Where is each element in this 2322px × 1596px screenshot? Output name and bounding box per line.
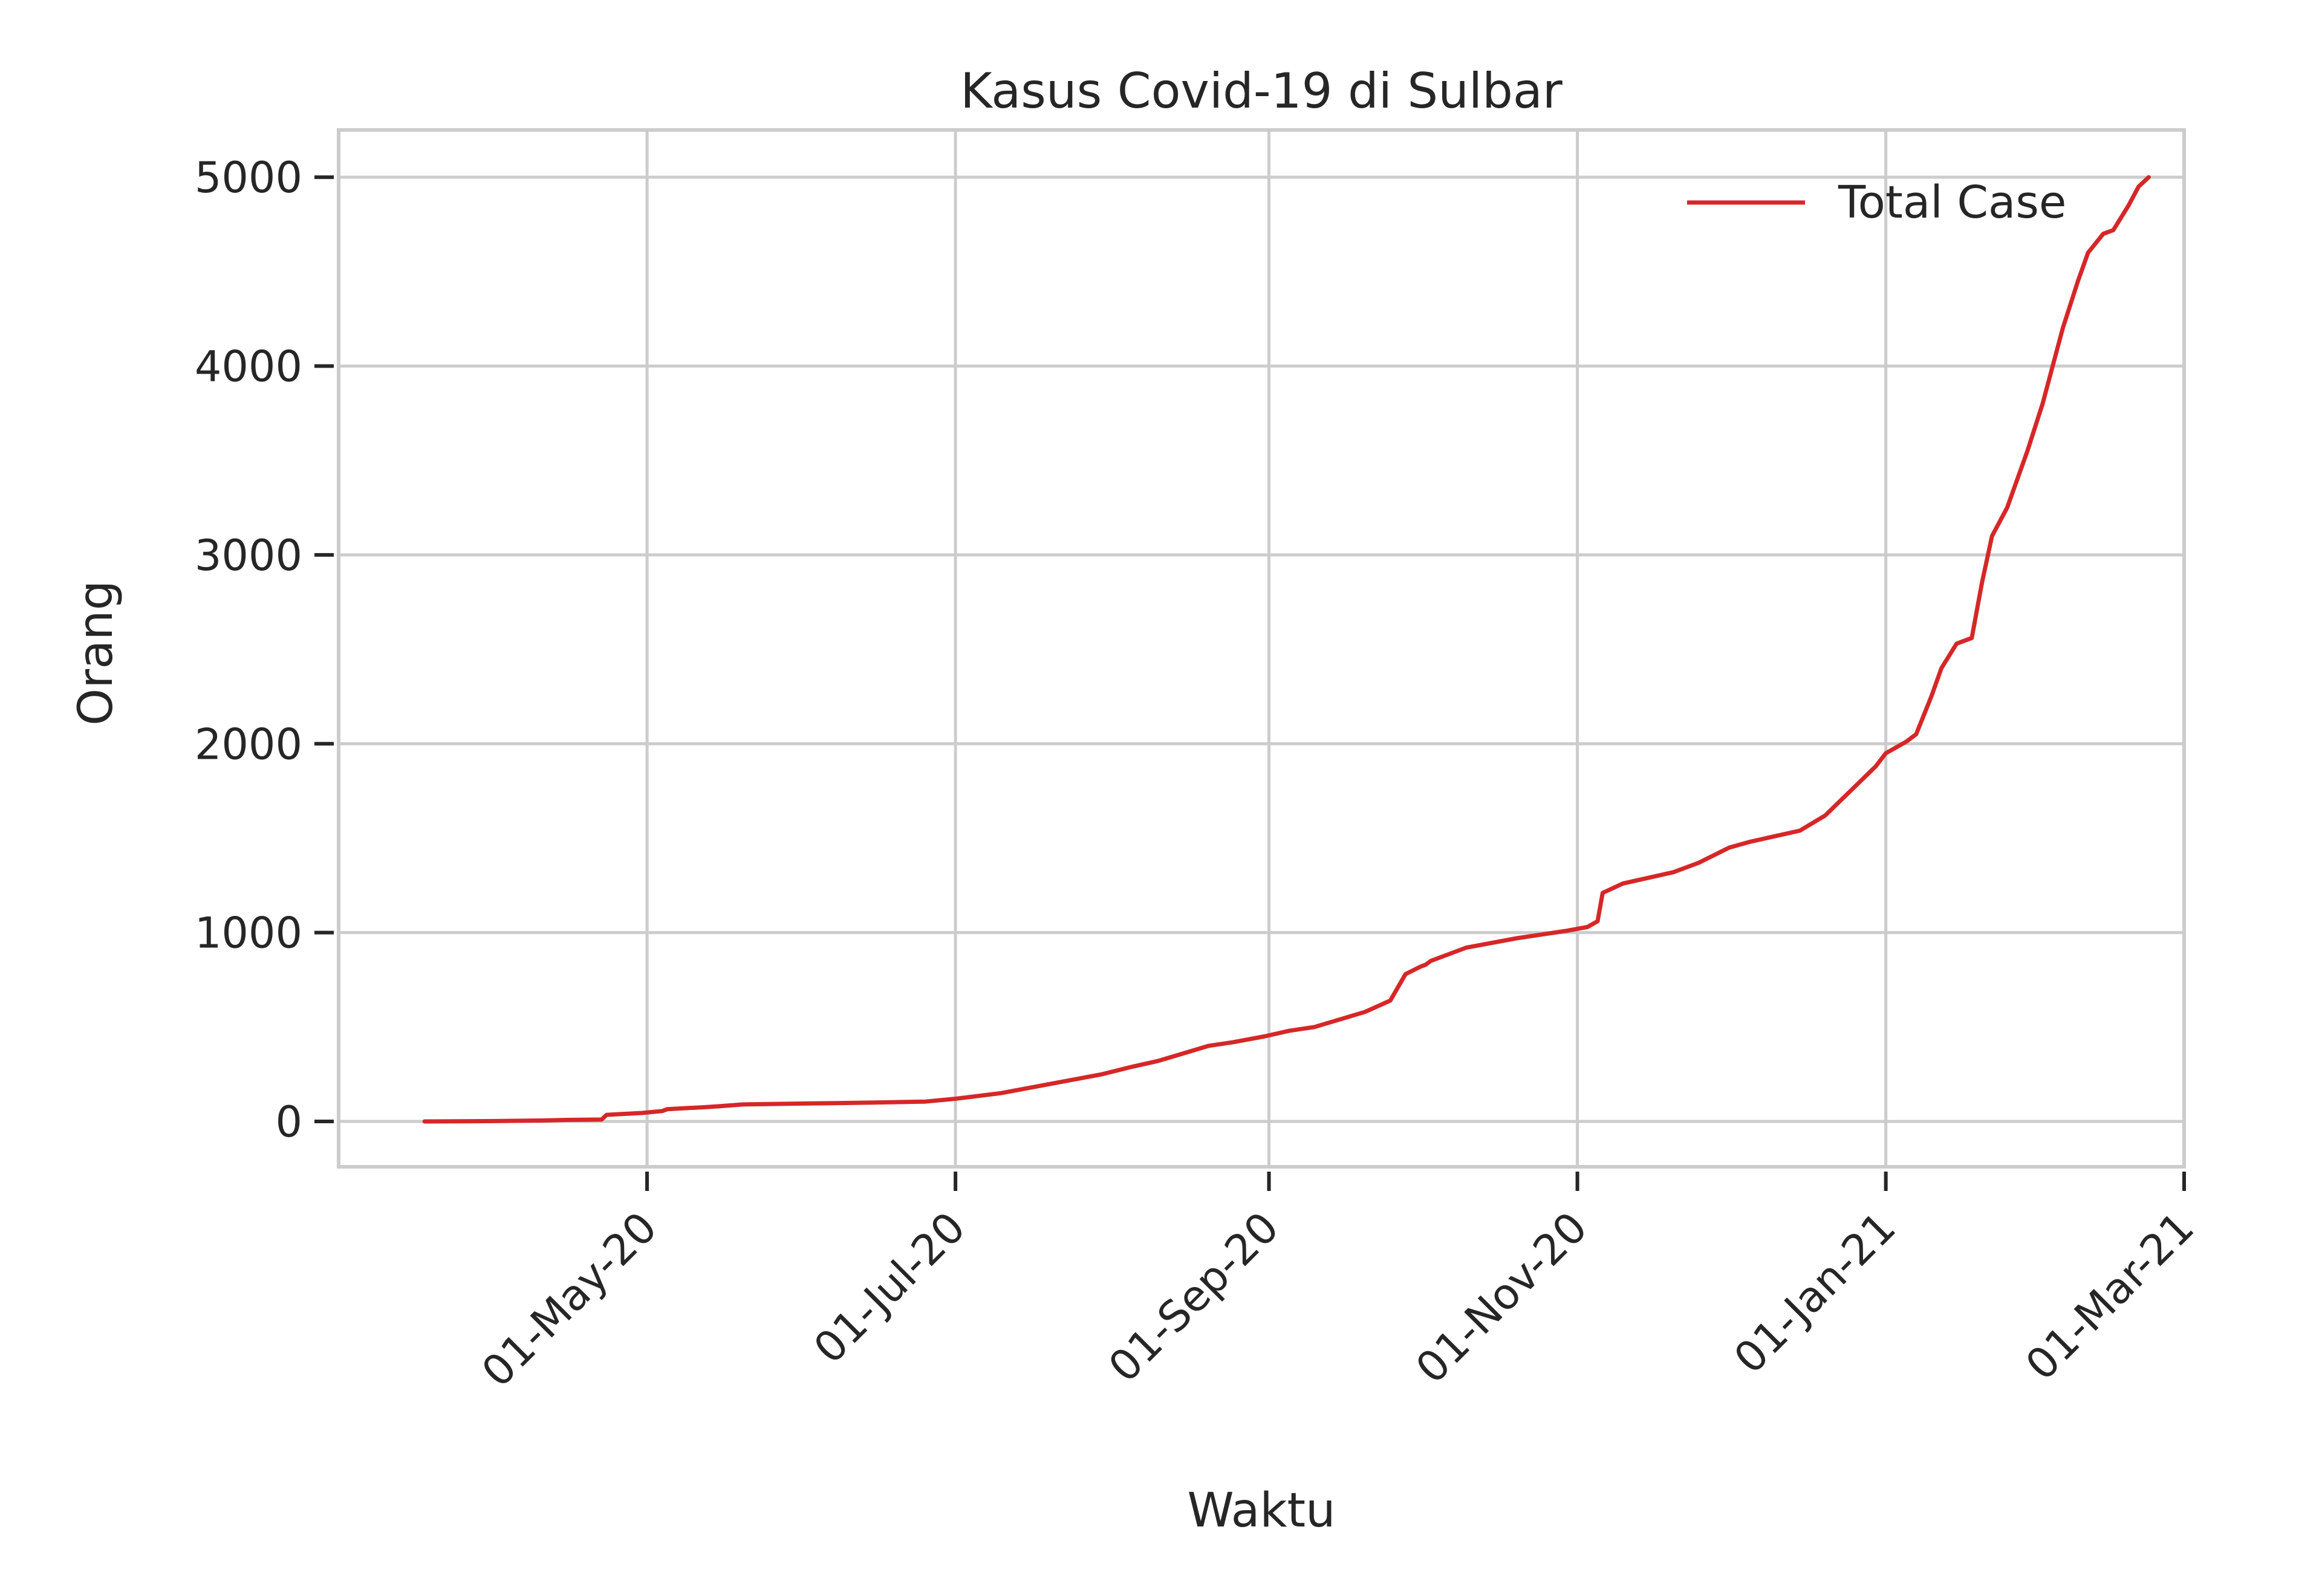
y-tick-label: 0 [275,1097,302,1147]
y-axis-title: Orang [69,580,123,725]
legend: Total Case [1687,177,2066,229]
plot-frame [337,128,2186,1169]
y-tick-label: 5000 [195,153,302,203]
y-tick-label: 2000 [195,719,302,769]
grid-lines [339,130,2186,1167]
axis-ticks [314,175,2186,1191]
chart-title: Kasus Covid-19 di Sulbar [960,63,1563,119]
y-tick-label: 4000 [195,342,302,391]
y-tick-label: 3000 [195,531,302,580]
x-axis-title: Waktu [1187,1484,1335,1538]
series-lines [422,175,2151,1124]
y-tick-labels: 0 1000 2000 3000 4000 5000 [195,153,302,1147]
legend-label: Total Case [1838,177,2066,229]
series-line-0 [422,175,2151,1124]
y-tick-label: 1000 [195,909,302,958]
